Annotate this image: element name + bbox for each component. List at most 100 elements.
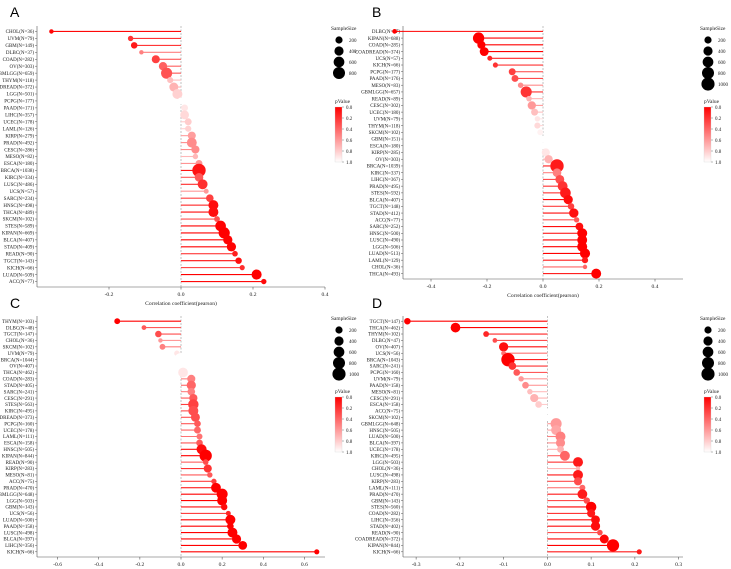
size-legend-dot <box>703 336 713 346</box>
category-label: ACC(N=77) <box>375 218 400 223</box>
lollipop-dot <box>544 408 551 414</box>
category-label: STES(N=592) <box>371 192 400 197</box>
lollipop-dot <box>190 412 200 422</box>
lollipop-dot <box>181 104 189 112</box>
category-label: THCA(N=462) <box>3 371 34 376</box>
size-legend-label: 1000 <box>718 373 729 378</box>
lollipop-dot <box>186 137 197 148</box>
lollipop-dot <box>517 82 524 88</box>
category-label: DLBC(N=47) <box>372 339 400 344</box>
colorbar-label: 0.2 <box>715 407 722 412</box>
lollipop-dot <box>194 173 204 182</box>
category-label: MESO(N=81) <box>371 390 400 395</box>
size-legend-dot <box>334 46 344 56</box>
lollipop-dot <box>193 426 201 434</box>
size-legend-dot <box>703 46 713 56</box>
category-label: CHOL(N=36) <box>372 266 401 271</box>
lollipop-dot <box>49 29 54 34</box>
lollipop-dot <box>226 242 237 252</box>
category-label: LIHC(N=367) <box>371 178 400 183</box>
lollipop-dot <box>581 257 589 264</box>
size-legend-dot <box>332 356 346 370</box>
category-label: UCS(N=56) <box>376 352 401 357</box>
category-label: KIRP(N=283) <box>5 467 34 472</box>
category-label: ESCA(N=158) <box>4 442 34 447</box>
category-label: STES(N=589) <box>5 225 34 230</box>
category-label: BLCA(N=397) <box>369 442 400 447</box>
category-label: LIHC(N=357) <box>5 114 34 119</box>
lollipop-dot <box>636 549 642 555</box>
lollipop-dot <box>225 510 231 516</box>
colorbar-label: 1.0 <box>346 451 353 456</box>
category-label: KICH(N=66) <box>7 550 34 555</box>
x-tick-label: 0.0 <box>178 292 185 298</box>
category-label: HNSC(N=500) <box>369 232 400 237</box>
category-label: TGCT(N=143) <box>4 259 35 264</box>
colorbar-label: 0.8 <box>715 440 722 445</box>
category-label: COAD(N=283) <box>3 378 35 383</box>
category-label: THYM(N=102) <box>368 333 400 338</box>
colorbar-label: 0.0 <box>346 106 353 111</box>
category-label: DLBC(N=37) <box>6 51 34 56</box>
category-label: PAAD(N=158) <box>4 525 35 530</box>
category-label: SARC(N=252) <box>370 225 401 230</box>
category-label: HNSC(N=505) <box>369 429 400 434</box>
lollipop-dot <box>177 97 185 105</box>
lollipop-dot <box>185 125 192 132</box>
lollipop-dot <box>527 101 536 110</box>
lollipop-dot <box>513 369 521 376</box>
lollipop-dot <box>577 489 588 500</box>
lollipop-dot <box>498 342 509 352</box>
category-label: LGG(N=501) <box>6 93 34 98</box>
lollipop-dot <box>483 331 490 337</box>
lollipop-dot <box>207 472 213 478</box>
category-label: THCA(N=462) <box>369 326 400 331</box>
x-tick-label: 0.4 <box>652 284 659 290</box>
category-label: PCPG(N=177) <box>4 100 34 105</box>
lollipop-dot <box>487 55 493 61</box>
x-tick-label: 0.4 <box>260 562 267 568</box>
category-label: LUSC(N=486) <box>4 183 34 188</box>
lollipop-dot <box>187 387 196 396</box>
lollipop-dot <box>563 194 573 205</box>
lollipop-dot <box>208 200 219 211</box>
category-label: LUSC(N=498) <box>370 474 400 479</box>
category-label: BRCA(N=1039) <box>367 165 401 170</box>
lollipop-dot <box>197 179 208 190</box>
colorbar-label: 0.0 <box>715 106 722 111</box>
lollipop-dot <box>235 257 242 264</box>
category-label: UCS(N=57) <box>376 57 401 62</box>
colorbar-label: 0.6 <box>346 139 353 144</box>
lollipop-dot <box>192 163 206 178</box>
x-tick-label: 0.0 <box>544 562 551 568</box>
pvalue-colorbar <box>703 106 712 163</box>
lollipop-dot <box>534 116 541 122</box>
category-label: LIHC(N=356) <box>371 518 400 523</box>
category-label: ACC(N=75) <box>375 410 400 415</box>
size-legend-label: 400 <box>349 340 357 345</box>
lollipop-dot <box>569 208 579 218</box>
category-label: UCEC(N=178) <box>369 448 400 453</box>
x-tick-label: -0.4 <box>94 562 103 568</box>
lollipop-dot <box>139 50 144 55</box>
x-tick-label: 0.2 <box>250 292 257 298</box>
lollipop-dot <box>232 250 238 257</box>
category-label: STAD(N=409) <box>4 245 34 250</box>
lollipop-dot <box>573 469 583 480</box>
lollipop-dot <box>251 269 262 280</box>
category-label: LAML(N=111) <box>3 435 34 440</box>
category-label: THYM(N=118) <box>368 124 400 129</box>
size-legend-label: 800 <box>349 72 357 77</box>
category-label: KIRP(N=285) <box>371 151 400 156</box>
chart-panel-a: -0.2 0.0 0.2 0.4 Correlation coefficient(pea… <box>0 26 357 307</box>
category-label: LGG(N=503) <box>6 499 34 504</box>
lollipop-dot <box>214 216 220 222</box>
category-label: UCEC(N=178) <box>3 429 34 434</box>
size-legend-label: 400 <box>718 50 726 55</box>
pvalue-colorbar <box>703 396 712 453</box>
lollipop-dot <box>559 450 570 461</box>
lollipop-dot <box>591 268 602 279</box>
colorbar-label: 0.6 <box>346 429 353 434</box>
category-label: MESO(N=82) <box>5 155 34 160</box>
category-label: COAD(N=282) <box>3 58 35 63</box>
